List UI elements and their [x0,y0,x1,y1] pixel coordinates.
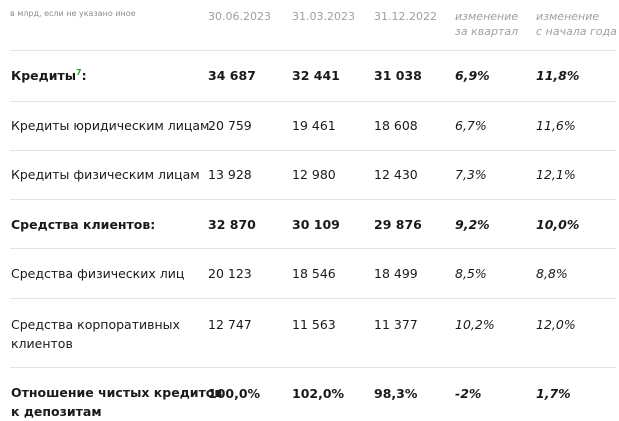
quarter-change-cell: 8,5% [455,266,487,281]
row-label-corporate-funds-line1: Средства корпоративных [11,317,180,332]
value-cell: 18 499 [374,266,418,281]
value-cell: 32 441 [292,68,340,83]
column-header-date-1: 30.06.2023 [208,10,271,23]
units-note: в млрд, если не указано иное [10,9,136,18]
column-header-ytd-change-line2: с начала года [536,25,617,38]
ytd-change-cell: 1,7% [536,386,571,401]
value-cell: 98,3% [374,386,418,401]
column-header-quarter-change-line2: за квартал [455,25,519,38]
value-cell: 12 980 [292,167,336,182]
divider [10,248,616,249]
row-label-loans: Кредиты7: [11,66,87,85]
value-cell: 12 430 [374,167,418,182]
row-label-corporate-funds: Средства корпоративных клиентов [11,315,180,353]
row-label-retail-funds: Средства физических лиц [11,266,185,281]
divider [10,50,616,51]
quarter-change-cell: -2% [455,386,482,401]
row-label-loan-to-deposit: Отношение чистых кредитов к депозитам [11,383,222,421]
value-cell: 19 461 [292,118,336,133]
divider [10,101,616,102]
ytd-change-cell: 11,8% [536,68,580,83]
value-cell: 30 109 [292,217,340,232]
row-label-loans-text: Кредиты [11,68,77,83]
value-cell: 31 038 [374,68,422,83]
divider [10,199,616,200]
column-header-quarter-change-line1: изменение [455,10,519,23]
quarter-change-cell: 6,7% [455,118,487,133]
row-label-corporate-funds-line2: клиентов [11,336,73,351]
divider [10,150,616,151]
value-cell: 18 546 [292,266,336,281]
column-header-ytd-change: изменение с начала года [536,9,617,39]
row-label-loan-to-deposit-line2: к депозитам [11,404,102,419]
quarter-change-cell: 9,2% [455,217,490,232]
value-cell: 13 928 [208,167,252,182]
quarter-change-cell: 7,3% [455,167,487,182]
row-label-client-funds: Средства клиентов: [11,217,156,232]
value-cell: 20 123 [208,266,252,281]
row-label-retail-loans: Кредиты физическим лицам [11,167,200,182]
value-cell: 20 759 [208,118,252,133]
value-cell: 18 608 [374,118,418,133]
value-cell: 29 876 [374,217,422,232]
column-header-ytd-change-line1: изменение [536,10,600,23]
footnote-link[interactable]: 7 [76,67,82,77]
ytd-change-cell: 12,0% [536,317,576,332]
value-cell: 100,0% [208,386,261,401]
row-label-corporate-loans: Кредиты юридическим лицам [11,118,210,133]
row-label-loan-to-deposit-line1: Отношение чистых кредитов [11,385,223,400]
ytd-change-cell: 12,1% [536,167,576,182]
column-header-quarter-change: изменение за квартал [455,9,518,39]
ytd-change-cell: 11,6% [536,118,576,133]
ytd-change-cell: 10,0% [536,217,580,232]
column-header-date-3: 31.12.2022 [374,10,437,23]
value-cell: 34 687 [208,68,256,83]
quarter-change-cell: 6,9% [455,68,490,83]
value-cell: 11 377 [374,317,418,332]
value-cell: 11 563 [292,317,336,332]
divider [10,367,616,368]
column-header-date-2: 31.03.2023 [292,10,355,23]
ytd-change-cell: 8,8% [536,266,568,281]
quarter-change-cell: 10,2% [455,317,495,332]
row-label-loans-suffix: : [81,68,87,83]
value-cell: 102,0% [292,386,345,401]
value-cell: 12 747 [208,317,252,332]
divider [10,298,616,299]
value-cell: 32 870 [208,217,256,232]
